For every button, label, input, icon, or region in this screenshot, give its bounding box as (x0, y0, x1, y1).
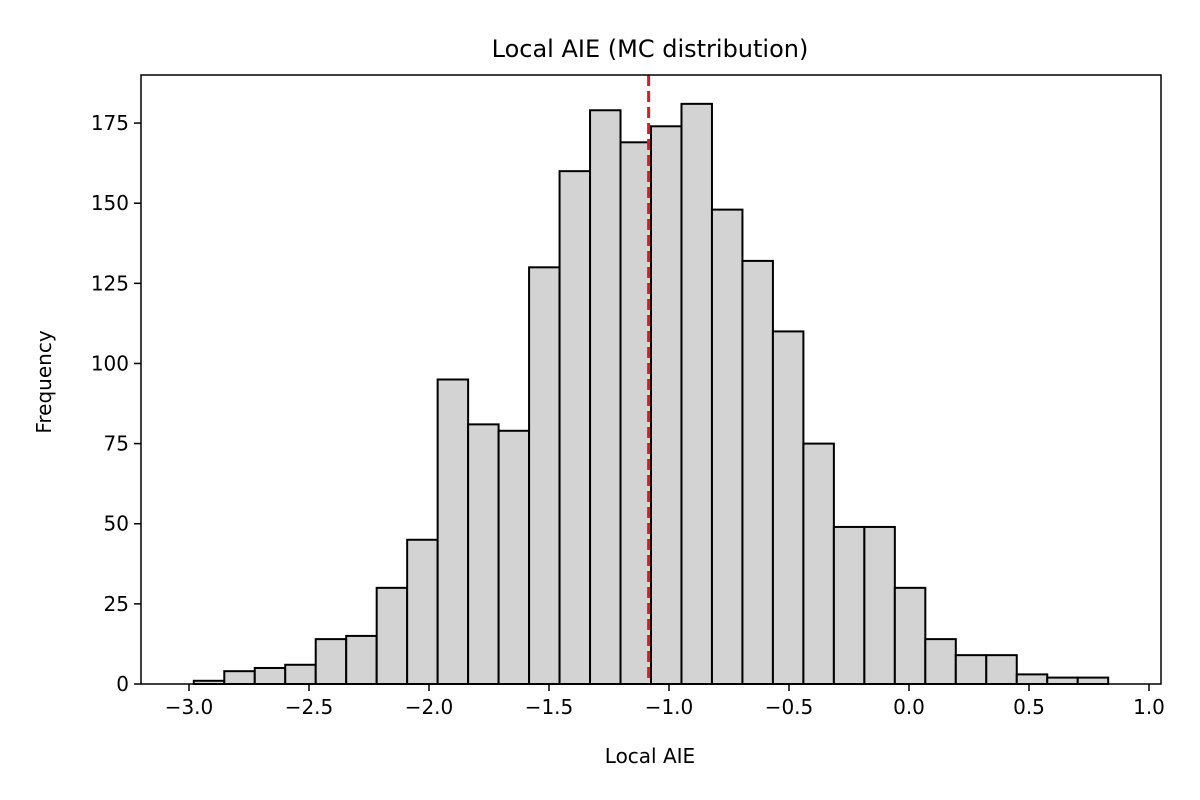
y-tick-label: 175 (91, 111, 129, 135)
histogram-bar (954, 654, 988, 686)
histogram-bar (284, 663, 317, 686)
histogram-bar (802, 442, 835, 685)
histogram-bar (741, 259, 774, 685)
histogram-bar (314, 638, 348, 686)
histogram-bar (893, 586, 927, 685)
histogram-bar (924, 638, 957, 686)
histogram-bar (1076, 676, 1110, 686)
histogram-bar (680, 102, 713, 686)
histogram-bar (1015, 673, 1049, 686)
x-tick-label: 0.0 (893, 695, 925, 719)
x-tick-label: −3.0 (165, 695, 214, 719)
x-tick-label: −2.5 (285, 695, 334, 719)
plot-frame (140, 74, 1162, 685)
x-tick-label: −0.5 (765, 695, 814, 719)
y-tick-label: 100 (91, 351, 129, 375)
histogram-bar (771, 330, 805, 685)
histogram-bar (436, 378, 470, 685)
x-tick-label: 1.0 (1133, 695, 1165, 719)
histogram-bar (528, 266, 561, 685)
x-tick-label: −1.5 (525, 695, 574, 719)
histogram-bar (589, 109, 622, 686)
histogram-bar (375, 586, 409, 685)
y-tick-label: 50 (104, 512, 129, 536)
y-tick-label: 150 (91, 191, 129, 215)
histogram-bar (467, 423, 500, 685)
y-axis: 0 25 50 75 100 125 150 175 (91, 111, 141, 696)
x-tick-label: 0.5 (1013, 695, 1045, 719)
histogram-bar (497, 429, 531, 685)
histogram-bar (710, 208, 744, 685)
x-tick-label: −2.0 (405, 695, 454, 719)
x-axis: −3.0 −2.5 −2.0 −1.5 −1.0 −0.5 0.0 0.5 1.0 (165, 684, 1165, 719)
histogram-bar (985, 654, 1018, 686)
histogram-bar (1046, 676, 1079, 686)
histogram-bar (863, 525, 896, 685)
histogram-bar (619, 141, 653, 685)
histogram-bar (558, 170, 592, 685)
histogram-bar (832, 525, 866, 685)
chart-title: Local AIE (MC distribution) (492, 35, 809, 63)
histogram-bar (650, 125, 683, 685)
histogram-bar (345, 634, 378, 686)
y-tick-label: 0 (116, 672, 129, 696)
y-axis-label: Frequency (32, 330, 56, 433)
histogram-bar (223, 670, 256, 686)
histogram-bar (253, 666, 287, 686)
x-tick-label: −1.0 (645, 695, 694, 719)
x-axis-label: Local AIE (605, 744, 695, 768)
histogram-bars (192, 102, 1110, 686)
y-tick-label: 75 (104, 432, 129, 456)
histogram-bar (406, 538, 439, 686)
y-tick-label: 125 (91, 271, 129, 295)
y-tick-label: 25 (104, 592, 129, 616)
